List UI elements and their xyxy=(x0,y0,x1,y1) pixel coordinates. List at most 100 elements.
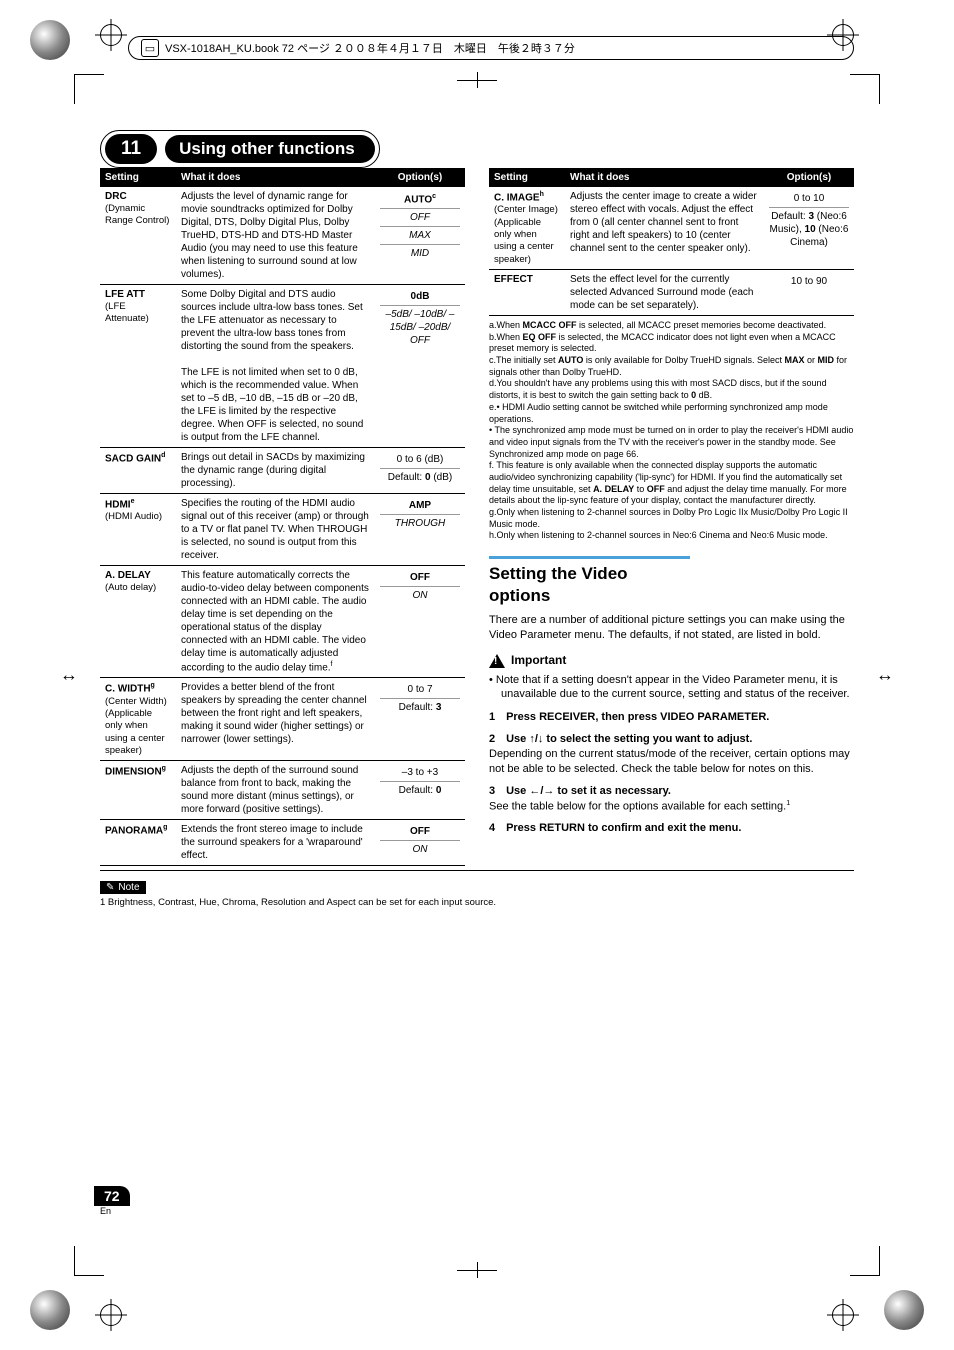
setting-desc: Adjusts the center image to create a wid… xyxy=(565,187,764,270)
option-value: ON xyxy=(380,587,460,604)
option-value: THROUGH xyxy=(380,515,460,532)
setting-name: EFFECT xyxy=(489,270,565,316)
setting-desc: Adjusts the depth of the surround sound … xyxy=(176,761,375,820)
option-value: OFF xyxy=(380,209,460,227)
book-icon: ▭ xyxy=(141,39,159,57)
corner-sphere xyxy=(30,20,70,60)
divider xyxy=(100,870,854,871)
footnotes: a.When MCACC OFF is selected, all MCACC … xyxy=(489,320,854,542)
footnote-line: f. This feature is only available when t… xyxy=(489,460,854,507)
registration-mark xyxy=(100,1304,122,1326)
step: 3 Use ←/→ to set it as necessary.See the… xyxy=(489,784,854,815)
footnote-line: c.The initially set AUTO is only availab… xyxy=(489,355,854,378)
side-arrow-icon: ↔ xyxy=(60,665,78,686)
chapter-title: Using other functions xyxy=(165,135,375,163)
settings-table-right: Setting What it does Option(s) C. IMAGEh… xyxy=(489,168,854,316)
setting-options: AMPTHROUGH xyxy=(375,494,465,566)
setting-name: HDMIe(HDMI Audio) xyxy=(100,494,176,566)
footnote-line: d.You shouldn't have any problems using … xyxy=(489,378,854,401)
page-lang: En xyxy=(100,1206,130,1216)
crop-mark xyxy=(850,74,880,104)
option-value: 0 to 10 xyxy=(769,190,849,208)
important-bullets: Note that if a setting doesn't appear in… xyxy=(489,673,854,703)
option-value: 0 to 6 (dB) xyxy=(380,451,460,469)
footnote-line: • The synchronized amp mode must be turn… xyxy=(489,425,854,460)
setting-options: –3 to +3Default: 0 xyxy=(375,761,465,820)
center-mark xyxy=(457,1260,497,1280)
option-value: MAX xyxy=(380,227,460,245)
setting-name: C. WIDTHg(Center Width) (Applicable only… xyxy=(100,678,176,761)
setting-desc: Some Dolby Digital and DTS audio sources… xyxy=(176,285,375,448)
setting-name: LFE ATT(LFE Attenuate) xyxy=(100,285,176,448)
th-setting: Setting xyxy=(100,168,176,187)
step: 2 Use ↑/↓ to select the setting you want… xyxy=(489,732,854,778)
chapter-number: 11 xyxy=(105,134,157,164)
option-value: Default: 3 (Neo:6 Music), 10 (Neo:6 Cine… xyxy=(769,208,849,251)
setting-options: 0 to 10Default: 3 (Neo:6 Music), 10 (Neo… xyxy=(764,187,854,270)
setting-desc: Sets the effect level for the currently … xyxy=(565,270,764,316)
setting-name: DRC(Dynamic Range Control) xyxy=(100,187,176,285)
footnote-line: a.When MCACC OFF is selected, all MCACC … xyxy=(489,320,854,332)
steps-list: 1 Press RECEIVER, then press VIDEO PARAM… xyxy=(489,710,854,836)
setting-desc: Brings out detail in SACDs by maximizing… xyxy=(176,448,375,494)
setting-name: SACD GAINd xyxy=(100,448,176,494)
setting-name: A. DELAY(Auto delay) xyxy=(100,566,176,678)
chapter-header: 11 Using other functions xyxy=(100,130,380,168)
page-number-block: 72 En xyxy=(94,1188,130,1216)
setting-desc: Specifies the routing of the HDMI audio … xyxy=(176,494,375,566)
step: 1 Press RECEIVER, then press VIDEO PARAM… xyxy=(489,710,854,725)
bullet-item: Note that if a setting doesn't appear in… xyxy=(501,673,854,703)
option-value: –5dB/ –10dB/ –15dB/ –20dB/ OFF xyxy=(380,306,460,349)
option-value: –3 to +3 xyxy=(380,764,460,782)
section-heading: Setting the Video options xyxy=(489,556,690,607)
book-header-bar: ▭ VSX-1018AH_KU.book 72 ページ ２００８年４月１７日 木… xyxy=(128,36,854,60)
option-value: Default: 0 xyxy=(380,782,460,799)
th-what: What it does xyxy=(565,168,764,187)
option-value: OFF xyxy=(380,569,460,587)
settings-table-left: Setting What it does Option(s) DRC(Dynam… xyxy=(100,168,465,866)
footnote-line: g.Only when listening to 2-channel sourc… xyxy=(489,507,854,530)
note-heading: Note xyxy=(100,881,146,894)
option-value: 0dB xyxy=(380,288,460,306)
right-column: Setting What it does Option(s) C. IMAGEh… xyxy=(489,168,854,866)
setting-options: 0dB–5dB/ –10dB/ –15dB/ –20dB/ OFF xyxy=(375,285,465,448)
th-options: Option(s) xyxy=(375,168,465,187)
option-value: Default: 3 xyxy=(380,699,460,716)
setting-options: OFFON xyxy=(375,820,465,866)
option-value: Default: 0 (dB) xyxy=(380,469,460,486)
th-what: What it does xyxy=(176,168,375,187)
setting-desc: This feature automatically corrects the … xyxy=(176,566,375,678)
th-setting: Setting xyxy=(489,168,565,187)
warning-icon xyxy=(489,654,505,668)
option-value: MID xyxy=(380,245,460,262)
page-number: 72 xyxy=(94,1186,130,1206)
registration-mark xyxy=(832,1304,854,1326)
center-mark xyxy=(457,70,497,90)
setting-options: 10 to 90 xyxy=(764,270,854,316)
option-value: AMP xyxy=(380,497,460,515)
option-value: 0 to 7 xyxy=(380,681,460,699)
crop-mark xyxy=(74,1246,104,1276)
footnote-line: e.• HDMI Audio setting cannot be switche… xyxy=(489,402,854,425)
setting-options: OFFON xyxy=(375,566,465,678)
registration-mark xyxy=(100,24,122,46)
book-header-text: VSX-1018AH_KU.book 72 ページ ２００８年４月１７日 木曜日… xyxy=(165,40,575,56)
setting-options: 0 to 6 (dB)Default: 0 (dB) xyxy=(375,448,465,494)
setting-desc: Provides a better blend of the front spe… xyxy=(176,678,375,761)
important-callout: Important xyxy=(489,653,854,669)
setting-name: C. IMAGEh(Center Image) (Applicable only… xyxy=(489,187,565,270)
setting-desc: Extends the front stereo image to includ… xyxy=(176,820,375,866)
section-intro: There are a number of additional picture… xyxy=(489,613,854,643)
corner-sphere xyxy=(30,1290,70,1330)
left-column: Setting What it does Option(s) DRC(Dynam… xyxy=(100,168,465,866)
setting-options: AUTOcOFFMAXMID xyxy=(375,187,465,285)
footnote-line: b.When EQ OFF is selected, the MCACC ind… xyxy=(489,332,854,355)
setting-name: PANORAMAg xyxy=(100,820,176,866)
important-label: Important xyxy=(511,653,566,669)
th-options: Option(s) xyxy=(764,168,854,187)
setting-name: DIMENSIONg xyxy=(100,761,176,820)
option-value: ON xyxy=(380,841,460,858)
option-value: OFF xyxy=(380,823,460,841)
note-text: 1 Brightness, Contrast, Hue, Chroma, Res… xyxy=(100,897,854,908)
setting-options: 0 to 7Default: 3 xyxy=(375,678,465,761)
